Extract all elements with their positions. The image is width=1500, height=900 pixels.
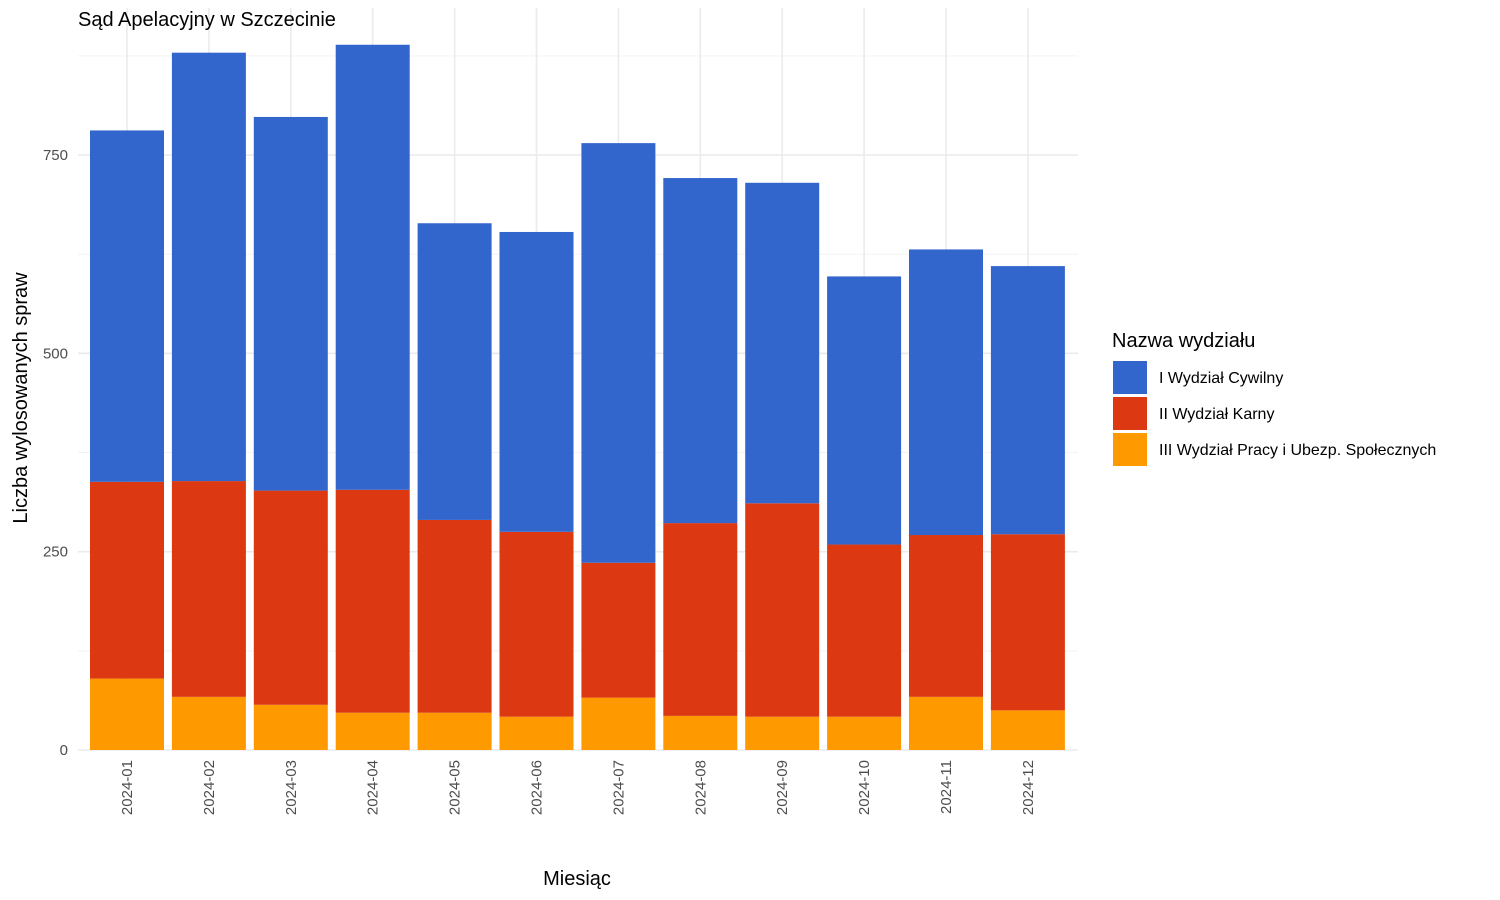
bar-segment	[827, 716, 902, 750]
x-tick-label: 2024-06	[529, 760, 546, 815]
y-axis-title: Liczba wylosowanych spraw	[10, 272, 32, 524]
bar-segment	[499, 231, 574, 532]
x-axis-title: Miesiąc	[543, 868, 611, 890]
x-tick-label: 2024-02	[201, 760, 218, 815]
legend-swatch	[1113, 397, 1147, 430]
x-tick-label: 2024-04	[365, 760, 382, 815]
bar-segment	[990, 710, 1065, 750]
bar-segment	[171, 696, 246, 750]
bar-segment	[581, 697, 656, 750]
bar-segment	[827, 276, 902, 545]
bar-segment	[909, 535, 983, 697]
bar-segment	[581, 562, 656, 698]
x-axis-ticks: 2024-01 2024-02 2024-03 2024-04 2024-05 2024-…	[119, 760, 1037, 815]
bar-segment	[335, 712, 410, 750]
bar-segment	[909, 249, 983, 536]
y-tick-label: 750	[43, 147, 68, 164]
bar-segment	[417, 712, 492, 750]
bar-segment	[90, 481, 164, 679]
x-tick-label: 2024-09	[774, 760, 791, 815]
legend-label: II Wydział Karny	[1159, 406, 1274, 423]
x-tick-label: 2024-11	[938, 760, 955, 814]
bar-segment	[499, 716, 574, 750]
x-tick-label: 2024-08	[692, 760, 709, 815]
chart-title: Sąd Apelacyjny w Szczecinie	[78, 9, 336, 31]
y-tick-label: 0	[60, 742, 68, 759]
bar-segment	[171, 481, 246, 697]
bar-segment	[253, 490, 328, 705]
x-tick-label: 2024-12	[1020, 760, 1037, 815]
bar-segment	[827, 544, 902, 717]
bar-segment	[745, 503, 820, 717]
bars	[90, 44, 1065, 750]
bar-segment	[663, 523, 738, 716]
bar-segment	[990, 266, 1065, 535]
bar-segment	[253, 704, 328, 750]
bar-segment	[499, 531, 574, 717]
bar-segment	[253, 116, 328, 491]
bar-segment	[90, 678, 164, 750]
y-tick-label: 500	[43, 345, 68, 362]
y-axis-ticks: 0 250 500 750	[43, 147, 68, 759]
bar-segment	[171, 52, 246, 482]
bar-segment	[335, 489, 410, 713]
bar-segment	[909, 696, 983, 750]
bar-segment	[90, 130, 164, 482]
legend-swatch	[1113, 361, 1147, 394]
legend: Nazwa wydziału I Wydział Cywilny II Wydzi…	[1112, 330, 1436, 466]
x-tick-label: 2024-01	[119, 760, 136, 815]
bar-segment	[745, 182, 820, 504]
bar-segment	[417, 223, 492, 520]
x-tick-label: 2024-03	[283, 760, 300, 815]
legend-label: III Wydział Pracy i Ubezp. Społecznych	[1159, 442, 1436, 459]
x-tick-label: 2024-05	[447, 760, 464, 815]
bar-segment	[663, 178, 738, 524]
legend-title: Nazwa wydziału	[1112, 330, 1255, 352]
bar-segment	[335, 44, 410, 490]
legend-label: I Wydział Cywilny	[1159, 370, 1283, 387]
y-tick-label: 250	[43, 544, 68, 561]
bar-segment	[745, 716, 820, 750]
bar-segment	[663, 715, 738, 750]
legend-swatch	[1113, 433, 1147, 466]
bar-segment	[990, 534, 1065, 711]
bar-segment	[417, 519, 492, 713]
bar-segment	[581, 143, 656, 563]
x-tick-label: 2024-10	[856, 760, 873, 815]
x-tick-label: 2024-07	[610, 760, 627, 815]
